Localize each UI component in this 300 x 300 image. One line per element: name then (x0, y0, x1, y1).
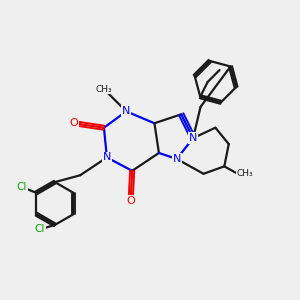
Text: CH₃: CH₃ (96, 85, 112, 94)
Text: O: O (70, 118, 79, 128)
Text: N: N (172, 154, 181, 164)
Text: Cl: Cl (16, 182, 27, 192)
Text: N: N (189, 133, 197, 143)
Text: N: N (122, 106, 130, 116)
Text: O: O (126, 196, 135, 206)
Text: CH₃: CH₃ (237, 169, 254, 178)
Text: Cl: Cl (35, 224, 45, 234)
Text: N: N (103, 152, 111, 162)
